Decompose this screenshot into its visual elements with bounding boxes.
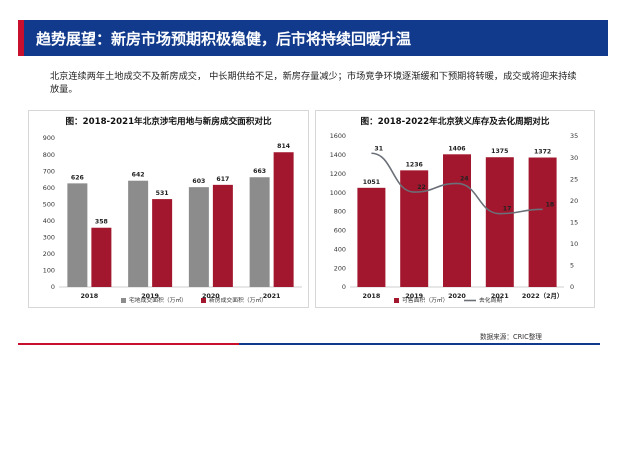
bar-new-home [91, 227, 112, 287]
x-tick-label: 2019 [405, 292, 423, 300]
legend-label: 新房成交面积（万㎡） [209, 296, 267, 304]
y-tick-label: 1400 [330, 151, 346, 159]
description-text: 北京连续两年土地成交不及新房成交， 中长期供给不足，新房存量减少；市场竞争环境逐… [50, 71, 577, 95]
y-tick-label: 200 [43, 250, 55, 258]
x-tick-label: 2018 [363, 292, 381, 300]
bar-inventory [485, 157, 514, 287]
line-data-label: 22 [417, 184, 426, 191]
y-tick-label: 200 [334, 264, 346, 272]
chart-panel-inventory: 图：2018-2022年北京狭义库存及去化周期对比 0 200 400 600 800 1… [315, 110, 595, 308]
y-tick-label: 400 [43, 217, 55, 225]
data-label: 642 [132, 172, 145, 179]
legend-label: 宅地成交面积（万㎡） [129, 296, 187, 304]
y-tick-label: 600 [43, 184, 55, 192]
y-tick-label: 100 [43, 267, 55, 275]
x-tick-label: 2020 [202, 292, 220, 300]
footer-divider [18, 343, 600, 345]
data-label: 358 [95, 219, 108, 226]
y-tick-label: 300 [43, 234, 55, 242]
line-data-label: 24 [460, 175, 469, 182]
data-label: 1375 [491, 148, 508, 155]
legend-label: 去化周期 [479, 296, 502, 304]
data-label: 1372 [534, 149, 551, 156]
data-label: 1406 [448, 145, 465, 152]
y-tick-label: 800 [334, 208, 346, 216]
legend-swatch [201, 298, 206, 303]
y2-tick-label: 5 [570, 262, 574, 270]
chart-land-vs-new-home: 0 100 200 300 400 500 600 700 800 900 626 358 2018 64… [43, 134, 302, 304]
y-tick-label: 600 [334, 227, 346, 235]
data-label: 626 [71, 174, 84, 181]
chart-panel-land-vs-new-home: 图：2018-2021年北京涉宅用地与新房成交面积对比 0 100 200 300 40… [28, 110, 309, 308]
y-tick-label: 0 [342, 283, 346, 291]
bar-land [188, 187, 209, 287]
y2-tick-label: 25 [570, 175, 578, 183]
chart-inventory-cycle: 0 200 400 600 800 1000 1200 1400 1600 0 5 10 15 20 25 3… [330, 132, 578, 304]
line-sell-through-cycle [371, 152, 543, 215]
bar-land [67, 183, 88, 287]
bar-land [249, 177, 270, 287]
x-tick-label: 2021 [263, 292, 281, 300]
bar-new-home [273, 152, 294, 287]
data-label: 603 [192, 178, 205, 185]
bar-land [128, 180, 149, 287]
bar-new-home [212, 184, 233, 287]
data-source: 数据来源：CRIC整理 [480, 333, 542, 341]
y2-tick-label: 10 [570, 240, 578, 248]
x-tick-label: 2022（2月） [522, 292, 563, 300]
bar-inventory [443, 154, 471, 287]
x-tick-label: 2019 [141, 292, 159, 300]
y-tick-label: 500 [43, 200, 55, 208]
x-tick-label: 2021 [491, 292, 509, 300]
data-label: 1051 [363, 179, 380, 186]
y-tick-label: 700 [43, 167, 55, 175]
x-tick-label: 2018 [80, 292, 98, 300]
bar-inventory [528, 157, 557, 287]
y2-tick-label: 30 [570, 154, 578, 162]
y-tick-label: 1200 [330, 170, 346, 178]
data-label: 531 [156, 190, 169, 197]
data-label: 814 [277, 143, 291, 150]
legend-swatch [121, 298, 126, 303]
header-bar: 趋势展望：新房市场预期积极稳健，后市将持续回暖升温 [18, 20, 608, 56]
y2-tick-label: 0 [570, 283, 574, 291]
y2-tick-label: 15 [570, 218, 578, 226]
y2-tick-label: 20 [570, 197, 578, 205]
y-tick-label: 900 [43, 134, 55, 142]
y-tick-label: 1000 [330, 189, 346, 197]
y-tick-label: 400 [334, 245, 346, 253]
page-title: 趋势展望：新房市场预期积极稳健，后市将持续回暖升温 [36, 30, 412, 48]
y-tick-label: 0 [51, 283, 55, 291]
line-data-label: 18 [546, 201, 555, 208]
y-tick-label: 1600 [330, 132, 346, 140]
bar-inventory [357, 187, 386, 287]
chart-title-right: 图：2018-2022年北京狭义库存及去化周期对比 [360, 117, 550, 127]
legend-swatch [394, 298, 399, 303]
data-label: 663 [253, 168, 266, 175]
line-data-label: 31 [374, 145, 383, 152]
line-data-label: 17 [503, 206, 512, 213]
data-label: 1236 [406, 161, 423, 168]
chart-title-left: 图：2018-2021年北京涉宅用地与新房成交面积对比 [65, 117, 272, 127]
data-label: 617 [216, 176, 229, 183]
legend-label: 可售面积（万㎡） [402, 296, 448, 304]
bar-new-home [152, 199, 173, 287]
x-tick-label: 2020 [448, 292, 466, 300]
y-tick-label: 800 [43, 151, 55, 159]
y2-tick-label: 35 [570, 132, 578, 140]
